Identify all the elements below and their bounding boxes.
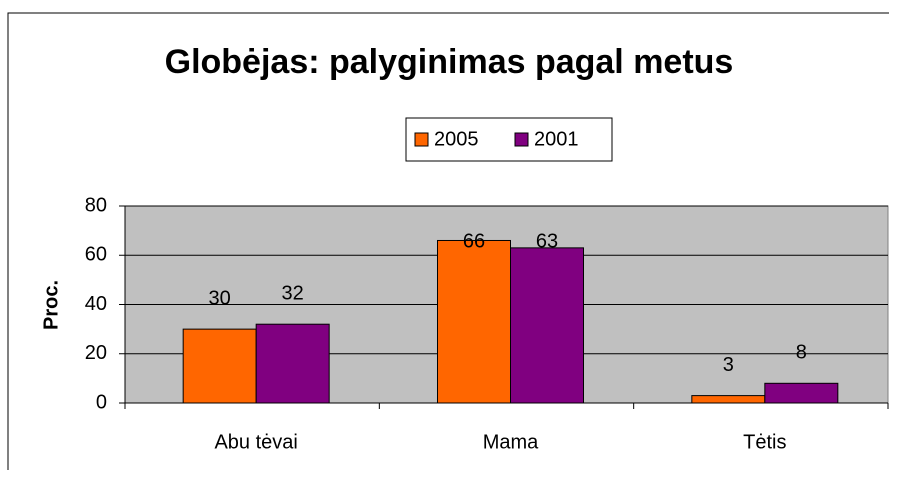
legend-swatch [414,132,429,147]
legend-label: 2005 [434,128,479,150]
y-tick-label: 20 [85,342,107,364]
legend-swatch [514,132,529,147]
bar [764,382,839,404]
x-tick-label: Tėtis [743,431,786,453]
data-label: 3 [723,354,734,376]
x-tick-label: Abu tėvai [214,431,297,453]
y-tick-label: 80 [85,194,107,216]
legend-label: 2001 [534,128,579,150]
bar [437,239,511,404]
y-tick-label: 40 [85,293,107,315]
data-label: 32 [282,282,304,304]
data-label: 63 [536,230,558,252]
bar [510,247,584,404]
chart-border [7,12,889,470]
y-axis-label: Proc. [40,280,62,330]
bar [691,395,766,404]
data-label: 8 [796,342,807,364]
bar [255,323,330,404]
bar [182,328,257,404]
data-label: 30 [209,287,231,309]
x-tick-label: Mama [483,431,539,453]
legend [405,117,613,162]
chart-title: Globėjas: palyginimas pagal metus [165,43,734,81]
data-label: 66 [463,230,485,252]
y-tick-label: 60 [85,244,107,266]
y-tick-label: 0 [96,391,107,413]
